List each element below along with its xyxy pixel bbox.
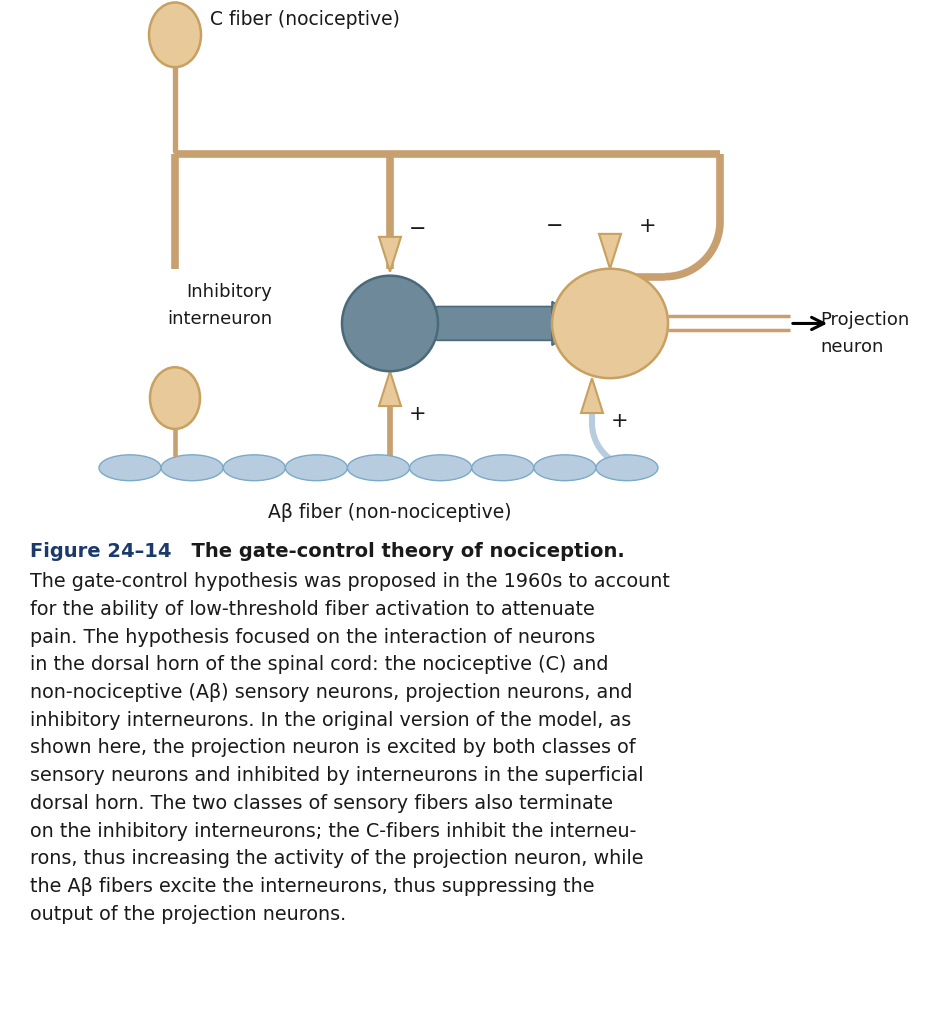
Text: +: + [410, 404, 427, 424]
Ellipse shape [150, 367, 200, 428]
Polygon shape [379, 371, 401, 406]
FancyBboxPatch shape [435, 306, 555, 340]
Text: The gate-control theory of nociception.: The gate-control theory of nociception. [178, 542, 625, 562]
Polygon shape [581, 378, 603, 413]
Text: Inhibitory
interneuron: Inhibitory interneuron [167, 283, 272, 328]
Polygon shape [599, 234, 621, 269]
Text: Aβ fiber (non-nociceptive): Aβ fiber (non-nociceptive) [268, 503, 512, 522]
Ellipse shape [99, 455, 161, 481]
Text: Figure 24–14: Figure 24–14 [30, 542, 172, 562]
Ellipse shape [596, 455, 658, 481]
Polygon shape [552, 301, 587, 345]
Text: +: + [611, 411, 629, 430]
Ellipse shape [472, 455, 534, 481]
Ellipse shape [223, 455, 285, 481]
Text: The gate-control hypothesis was proposed in the 1960s to account
for the ability: The gate-control hypothesis was proposed… [30, 572, 670, 924]
Text: −: − [410, 219, 427, 239]
Text: +: + [639, 216, 657, 236]
Ellipse shape [149, 2, 201, 68]
Ellipse shape [552, 269, 668, 378]
Ellipse shape [348, 455, 410, 481]
Text: −: − [546, 216, 564, 236]
Ellipse shape [161, 455, 223, 481]
Polygon shape [379, 237, 401, 272]
Circle shape [342, 276, 438, 371]
Text: C fiber (nociceptive): C fiber (nociceptive) [210, 10, 400, 30]
Ellipse shape [534, 455, 596, 481]
Text: Projection
neuron: Projection neuron [820, 312, 909, 356]
Ellipse shape [285, 455, 347, 481]
Ellipse shape [410, 455, 471, 481]
